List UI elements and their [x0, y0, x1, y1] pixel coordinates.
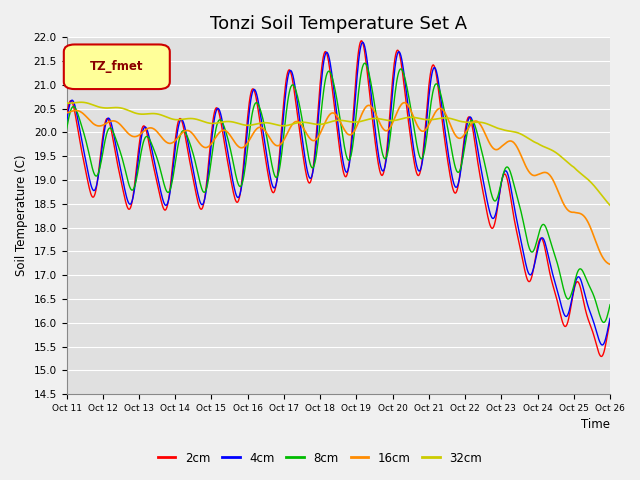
X-axis label: Time: Time: [581, 419, 610, 432]
FancyBboxPatch shape: [64, 45, 170, 89]
Legend: 2cm, 4cm, 8cm, 16cm, 32cm: 2cm, 4cm, 8cm, 16cm, 32cm: [153, 447, 487, 469]
Text: TZ_fmet: TZ_fmet: [90, 60, 144, 73]
Y-axis label: Soil Temperature (C): Soil Temperature (C): [15, 155, 28, 276]
Title: Tonzi Soil Temperature Set A: Tonzi Soil Temperature Set A: [210, 15, 467, 33]
